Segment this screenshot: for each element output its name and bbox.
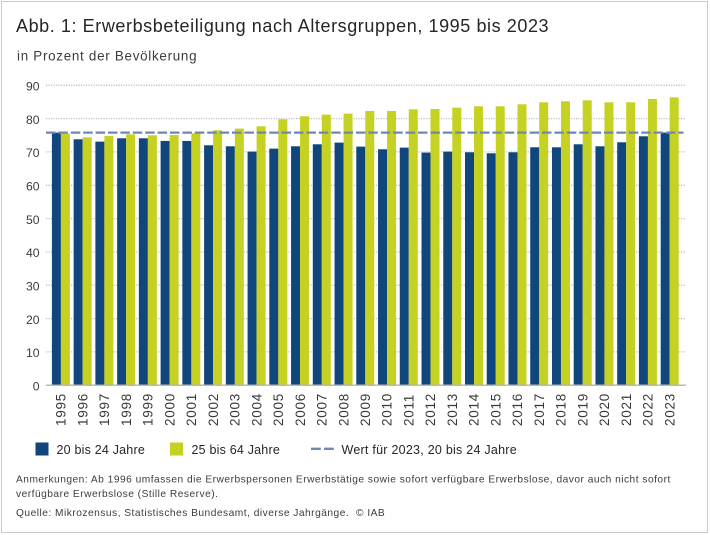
svg-text:2008: 2008	[336, 393, 351, 426]
svg-text:2010: 2010	[380, 393, 395, 426]
svg-text:2015: 2015	[488, 393, 503, 426]
svg-text:2022: 2022	[641, 393, 656, 426]
svg-text:in Prozent der Bevölkerung: in Prozent der Bevölkerung	[17, 48, 197, 63]
svg-text:25 bis 64 Jahre: 25 bis 64 Jahre	[192, 443, 280, 457]
svg-text:10: 10	[26, 346, 40, 360]
svg-text:2004: 2004	[249, 393, 264, 426]
svg-text:Quelle: Mikrozensus, Statistis: Quelle: Mikrozensus, Statistisches Bunde…	[16, 508, 349, 519]
svg-text:20: 20	[26, 313, 40, 327]
svg-text:70: 70	[26, 146, 40, 160]
svg-text:2023: 2023	[662, 393, 677, 426]
svg-text:1998: 1998	[119, 393, 134, 426]
svg-text:20 bis 24 Jahre: 20 bis 24 Jahre	[57, 443, 145, 457]
svg-text:0: 0	[33, 379, 40, 393]
svg-text:2021: 2021	[619, 393, 634, 426]
svg-text:verfügbare Erwerbslose (Stille: verfügbare Erwerbslose (Stille Reserve).	[16, 489, 218, 500]
svg-text:2009: 2009	[358, 393, 373, 426]
svg-text:2001: 2001	[184, 393, 199, 426]
svg-text:2014: 2014	[467, 393, 482, 426]
svg-text:50: 50	[26, 213, 40, 227]
svg-text:Wert für 2023, 20 bis 24 Jahre: Wert für 2023, 20 bis 24 Jahre	[342, 443, 517, 457]
svg-text:2011: 2011	[401, 394, 416, 426]
svg-text:40: 40	[26, 246, 40, 260]
svg-text:2006: 2006	[293, 393, 308, 426]
svg-text:2016: 2016	[510, 393, 525, 426]
svg-text:2000: 2000	[162, 393, 177, 426]
svg-text:Anmerkungen: Ab 1996 umfassen: Anmerkungen: Ab 1996 umfassen die Erwerb…	[16, 474, 671, 485]
svg-text:2002: 2002	[206, 393, 221, 426]
svg-text:Abb. 1: Erwerbsbeteiligung nac: Abb. 1: Erwerbsbeteiligung nach Altersgr…	[16, 16, 549, 36]
svg-text:2013: 2013	[445, 393, 460, 426]
svg-text:2017: 2017	[532, 393, 547, 426]
svg-text:60: 60	[26, 180, 40, 194]
svg-text:80: 80	[26, 113, 40, 127]
svg-text:90: 90	[26, 80, 40, 94]
svg-text:1996: 1996	[75, 393, 90, 426]
svg-text:2019: 2019	[575, 393, 590, 426]
svg-text:© IAB: © IAB	[356, 508, 385, 519]
svg-text:1997: 1997	[97, 393, 112, 426]
svg-text:2018: 2018	[554, 393, 569, 426]
svg-text:1995: 1995	[54, 393, 69, 426]
svg-text:1999: 1999	[141, 393, 156, 426]
svg-text:30: 30	[26, 279, 40, 293]
svg-text:2003: 2003	[228, 393, 243, 426]
svg-text:2005: 2005	[271, 393, 286, 426]
svg-text:2012: 2012	[423, 393, 438, 426]
svg-text:2007: 2007	[315, 393, 330, 426]
svg-text:2020: 2020	[597, 393, 612, 426]
